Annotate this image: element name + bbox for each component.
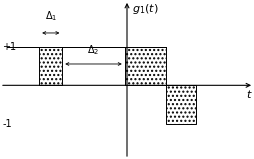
Text: $g_1(t)$: $g_1(t)$ — [132, 2, 158, 16]
Text: -1: -1 — [2, 119, 12, 129]
Text: $\Delta_2$: $\Delta_2$ — [87, 44, 100, 57]
Bar — [125, 47, 166, 85]
Text: $t$: $t$ — [246, 88, 253, 100]
Text: +1: +1 — [2, 41, 17, 52]
Text: $\Delta_1$: $\Delta_1$ — [45, 10, 57, 23]
Bar — [39, 47, 62, 85]
Bar — [166, 85, 196, 124]
